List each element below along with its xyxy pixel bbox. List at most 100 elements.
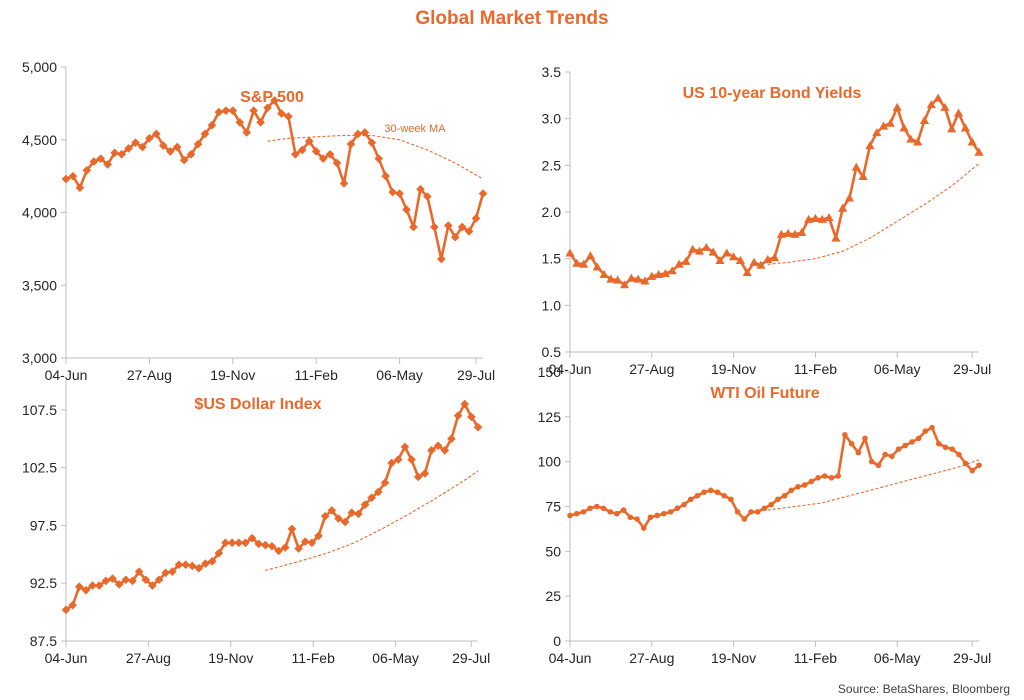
chart3-data-point [347,508,357,518]
chart4-data-point [895,446,902,452]
chart2-data-point [660,269,671,278]
chart2-data-point [701,242,711,251]
chart1-data-point [277,109,286,118]
chart2-data-point [674,259,684,268]
chart1-data-point [443,221,453,230]
chart2-data-point [729,252,739,261]
chart3-data-point [374,487,383,497]
chart1-data-point [291,150,300,159]
chart3-data-point [380,478,390,487]
chart3-x-tick-label: 11-Feb [292,650,336,666]
chart2-data-point [810,213,820,222]
chart4-data-point [882,451,888,458]
chart3-data-point [300,537,310,546]
chart3-data-point [447,434,456,444]
chart4-x-tick-label: 29-Jul [953,650,991,666]
chart1-data-point [304,136,314,146]
chart1-y-tick-label: 5,000 [22,59,57,75]
chart3-data-point [407,455,416,464]
chart4-data-point [969,467,976,474]
chart1-data-point [68,171,78,181]
chart1-data-point [270,96,279,105]
chart4-data-point [848,440,855,447]
chart4-data-point [915,435,922,442]
chart2-data-point [735,255,746,264]
chart2-data-point [960,123,970,132]
chart2-data-point [974,147,984,156]
chart3-x-tick-label: 04-Jun [45,650,88,666]
chart4-data-point [580,509,587,515]
chart3-x-tick-label: 19-Nov [208,650,253,666]
chart2-data-point [565,248,575,257]
chart1-data-point [249,106,258,115]
chart1-data-point [457,222,467,232]
chart2-data-point [892,102,902,111]
chart1-data-point [61,174,71,184]
chart2-title: US 10-year Bond Yields [683,85,862,102]
chart4-data-point [647,514,654,521]
chart4-data-point [949,446,955,452]
chart4-data-point [667,509,674,515]
chart3-title: $US Dollar Index [194,396,321,413]
chart4-data-point [801,482,808,488]
chart3-data-point [254,539,264,549]
chart4-data-point [781,492,788,499]
chart1-data-point [110,148,119,158]
chart4-data-point [842,431,848,438]
chart3-data-point [214,548,224,558]
chart4-data-point [594,503,600,510]
chart1-data-point [339,179,349,188]
chart4-x-tick-label: 11-Feb [794,650,838,666]
chart3-data-point [187,561,197,571]
chart2-data-point [783,228,793,237]
chart4-x-tick-label: 04-Jun [549,650,592,666]
chart4-series-line [569,426,980,530]
chart4-y-tick-label: 150 [538,364,562,380]
chart4-data-point [828,475,835,481]
chart1-data-point [423,192,432,201]
chart4-data-point [607,509,614,515]
chart3-y-tick-label: 97.5 [30,517,57,533]
chart3-data-point [61,605,71,615]
chart2-data-point [926,100,936,109]
chart2-data-point [967,137,977,146]
chart1-data-point [186,150,196,159]
chart4-data-point [768,501,774,508]
chart3-data-point [294,544,303,553]
chart1-x-tick-label: 29-Jul [457,367,495,383]
chart1-data-point [228,106,238,115]
chart1-data-point [82,166,92,175]
chart2-data-point [742,268,752,277]
chart2-data-point [763,255,773,264]
chart1-data-point [256,117,265,127]
chart3-data-point [181,560,190,570]
chart1-data-point [325,150,335,159]
chart3-data-point [241,538,250,548]
chart4-data-point [654,512,660,519]
chart1-data-point [464,227,474,236]
chart2-data-point [919,115,930,124]
chart3-data-point [221,538,230,548]
chart2-moving-average-line [767,163,980,265]
chart4-data-point [815,475,821,481]
chart2-data-point [592,262,602,271]
chart2-data-point [872,128,882,137]
chart1-x-tick-label: 04-Jun [45,367,88,383]
chart3-x-tick-label: 29-Jul [452,650,490,666]
chart1-data-point [200,129,210,139]
chart4-data-point [775,496,781,503]
chart1-data-point [450,232,460,242]
chart4-y-tick-label: 100 [538,454,562,470]
chart1-data-point [388,187,397,197]
chart4-data-point [935,440,942,447]
chart3-data-point [340,517,350,527]
chart3-data-point [393,455,403,464]
chart4-data-point [701,489,707,495]
chart3-data-point [114,580,124,589]
chart1-data-point [75,183,85,193]
chart1-data-point [298,145,307,155]
chart3-data-point [161,568,170,578]
chart1-data-point [138,142,147,152]
chart4-title: WTI Oil Future [710,385,819,402]
chart1-data-point [284,112,293,121]
